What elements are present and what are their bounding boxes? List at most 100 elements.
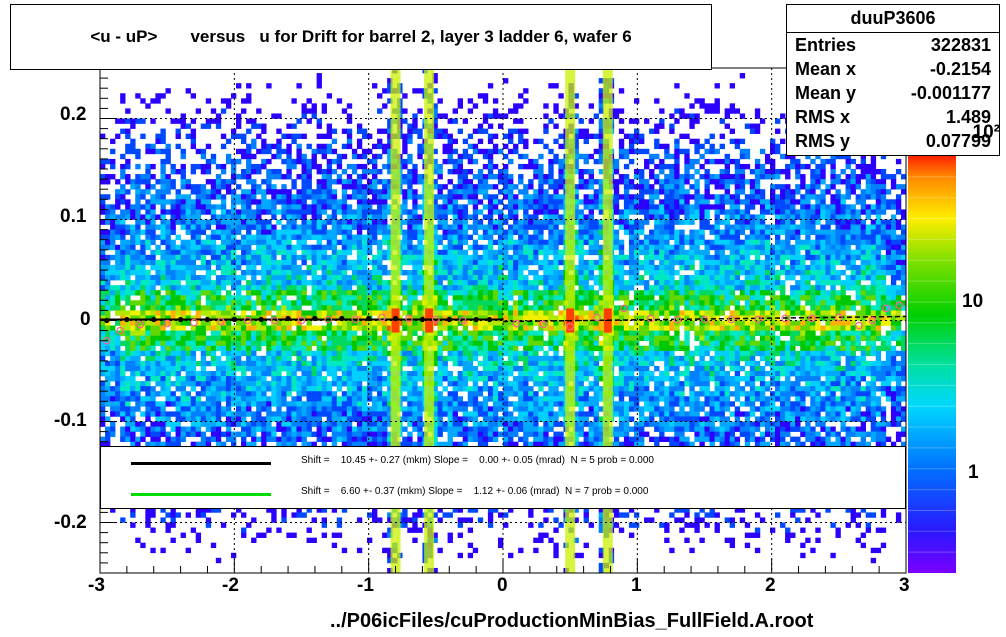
heat-cell: [150, 214, 156, 220]
heat-cell: [155, 315, 161, 321]
heat-cell: [236, 174, 242, 180]
heat-cell: [110, 224, 116, 230]
heat-cell: [246, 421, 252, 427]
heat-cell: [492, 295, 499, 301]
heat-cell: [170, 199, 176, 205]
heat-cell: [170, 249, 176, 256]
heat-cell: [382, 436, 388, 442]
heat-cell: [246, 219, 252, 225]
heat-cell: [205, 507, 212, 513]
heat-cell: [372, 335, 378, 341]
heat-cell: [140, 381, 146, 387]
heat-cell: [377, 355, 383, 362]
heat-cell: [230, 431, 237, 437]
heat-cell: [130, 376, 136, 382]
heat-cell: [120, 153, 126, 160]
heat-cell: [377, 436, 383, 442]
heat-cell: [230, 264, 237, 271]
heat-cell: [190, 204, 197, 210]
heat-cell: [387, 244, 393, 251]
heat-cell: [377, 194, 383, 200]
heat-cell: [306, 234, 312, 240]
heat-cell: [497, 305, 504, 311]
heat-cell: [215, 118, 222, 124]
heat-cell: [296, 118, 302, 124]
heat-cell: [306, 229, 312, 235]
heat-cell: [145, 199, 151, 205]
heat-cell: [185, 376, 191, 382]
heat-cell: [472, 214, 479, 220]
heat-cell: [236, 219, 242, 225]
heat-cell: [100, 416, 106, 422]
heat-cell: [130, 239, 136, 246]
heat-cell: [462, 204, 469, 210]
heat-cell: [256, 219, 262, 225]
heat-cell: [497, 416, 504, 422]
heat-cell: [220, 229, 227, 235]
heat-cell: [366, 537, 373, 543]
heat-cell: [195, 330, 202, 336]
heat-cell: [205, 305, 212, 311]
heat-cell: [467, 411, 474, 417]
heat-cell: [341, 416, 348, 422]
heat-cell: [286, 436, 292, 442]
heat-cell: [301, 441, 307, 448]
heat-cell: [296, 254, 302, 261]
heat-cell: [311, 305, 317, 311]
heat-cell: [291, 401, 297, 407]
heat-cell: [276, 421, 282, 427]
heat-cell: [271, 360, 277, 367]
heat-cell: [462, 179, 469, 185]
heat-cell: [356, 421, 363, 427]
heat-cell: [175, 381, 181, 387]
heat-cell: [432, 295, 438, 301]
heat-cell: [457, 254, 463, 261]
heat-cell: [200, 244, 207, 251]
heat-cell: [195, 108, 202, 114]
heat-cell: [210, 396, 217, 402]
heat-cell: [120, 169, 126, 175]
heat-cell: [215, 507, 222, 513]
heat-cell: [261, 325, 267, 331]
heat-cell: [482, 401, 489, 407]
heat-cell: [316, 436, 322, 442]
heat-cell: [336, 295, 343, 301]
heat-cell: [366, 209, 373, 215]
heat-cell: [225, 426, 232, 432]
heat-cell: [417, 335, 423, 341]
heat-cell: [210, 108, 217, 114]
heat-cell: [125, 431, 131, 437]
heat-cell: [442, 209, 448, 215]
heat-cell: [341, 290, 348, 296]
heat-cell: [230, 234, 237, 240]
heat-cell: [356, 340, 363, 347]
heat-cell: [205, 421, 212, 427]
heat-cell: [130, 360, 136, 367]
heat-cell: [387, 416, 393, 422]
heat-cell: [190, 416, 197, 422]
heat-cell: [276, 153, 282, 160]
heat-cell: [306, 365, 312, 372]
heat-cell: [281, 396, 287, 402]
heat-cell: [356, 391, 363, 397]
heat-cell: [165, 264, 171, 271]
heat-cell: [145, 229, 151, 235]
heat-cell: [316, 305, 322, 311]
heat-cell: [417, 426, 423, 432]
heat-cell: [382, 209, 388, 215]
heat-cell: [200, 365, 207, 372]
heat-cell: [301, 209, 307, 215]
heat-cell: [301, 204, 307, 210]
heat-cell: [377, 280, 383, 286]
heat-cell: [125, 310, 131, 316]
heat-cell: [437, 275, 443, 281]
heat-cell: [412, 527, 418, 533]
heat-cell: [276, 325, 282, 331]
heat-cell: [437, 224, 443, 230]
heat-cell: [251, 118, 257, 124]
heat-cell: [351, 153, 358, 160]
heat-cell: [407, 360, 413, 367]
heat-cell: [341, 320, 348, 326]
heat-cell: [366, 371, 373, 377]
heat-cell: [215, 174, 222, 180]
